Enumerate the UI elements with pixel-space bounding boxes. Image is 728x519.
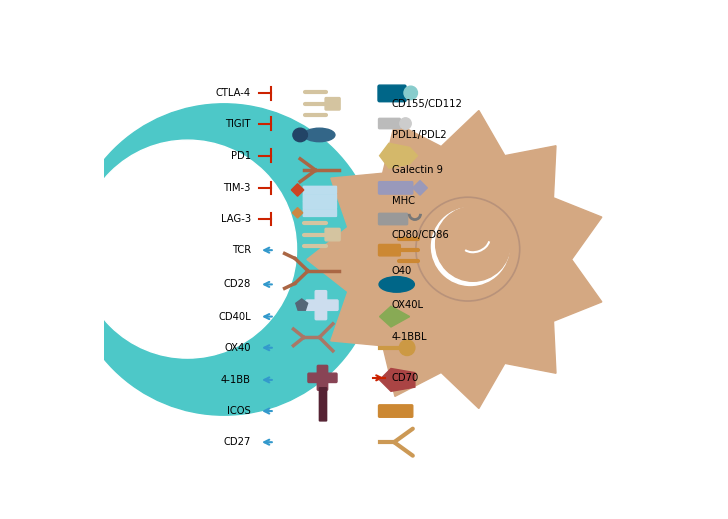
Text: PDL1/PDL2: PDL1/PDL2 (392, 130, 446, 140)
Ellipse shape (379, 277, 414, 292)
Circle shape (79, 140, 296, 358)
Text: Galectin 9: Galectin 9 (392, 165, 443, 175)
Text: CD70: CD70 (392, 373, 419, 383)
Polygon shape (379, 143, 417, 168)
Text: ICOS: ICOS (227, 406, 251, 416)
FancyBboxPatch shape (304, 194, 336, 201)
Text: TIM-3: TIM-3 (223, 183, 251, 193)
Text: 4-1BB: 4-1BB (221, 375, 251, 385)
Text: CD27: CD27 (223, 437, 251, 447)
FancyBboxPatch shape (379, 244, 400, 256)
Ellipse shape (304, 128, 335, 142)
Text: PD1: PD1 (231, 151, 251, 161)
FancyBboxPatch shape (306, 300, 338, 310)
Text: MHC: MHC (392, 196, 414, 207)
Polygon shape (379, 368, 415, 391)
Text: OX40: OX40 (224, 343, 251, 353)
Text: OX40L: OX40L (392, 300, 424, 310)
Text: TIGIT: TIGIT (226, 118, 251, 129)
Circle shape (435, 207, 510, 281)
FancyBboxPatch shape (379, 182, 413, 194)
Polygon shape (307, 111, 602, 408)
Text: CD155/CD112: CD155/CD112 (392, 99, 462, 109)
FancyBboxPatch shape (304, 209, 336, 216)
FancyBboxPatch shape (325, 228, 340, 241)
Text: TCR: TCR (232, 245, 251, 255)
Text: LAG-3: LAG-3 (221, 214, 251, 224)
Text: CD28: CD28 (223, 279, 251, 290)
Circle shape (399, 340, 415, 356)
Text: CTLA-4: CTLA-4 (215, 88, 251, 99)
Text: CD40L: CD40L (218, 311, 251, 322)
FancyBboxPatch shape (379, 213, 408, 225)
Text: CD80/CD86: CD80/CD86 (392, 229, 449, 240)
FancyBboxPatch shape (308, 373, 337, 383)
Ellipse shape (293, 128, 307, 142)
FancyBboxPatch shape (317, 365, 328, 390)
FancyBboxPatch shape (379, 405, 413, 417)
Text: 4-1BBL: 4-1BBL (392, 332, 427, 343)
Circle shape (404, 86, 417, 100)
FancyBboxPatch shape (325, 98, 340, 110)
FancyBboxPatch shape (378, 85, 406, 102)
FancyBboxPatch shape (379, 118, 400, 129)
Circle shape (68, 104, 379, 415)
FancyBboxPatch shape (315, 291, 327, 320)
Polygon shape (379, 306, 410, 327)
FancyBboxPatch shape (320, 388, 327, 421)
FancyBboxPatch shape (304, 186, 336, 194)
Circle shape (432, 208, 510, 285)
Circle shape (400, 118, 411, 129)
Text: O40: O40 (392, 266, 412, 276)
FancyBboxPatch shape (304, 201, 336, 209)
